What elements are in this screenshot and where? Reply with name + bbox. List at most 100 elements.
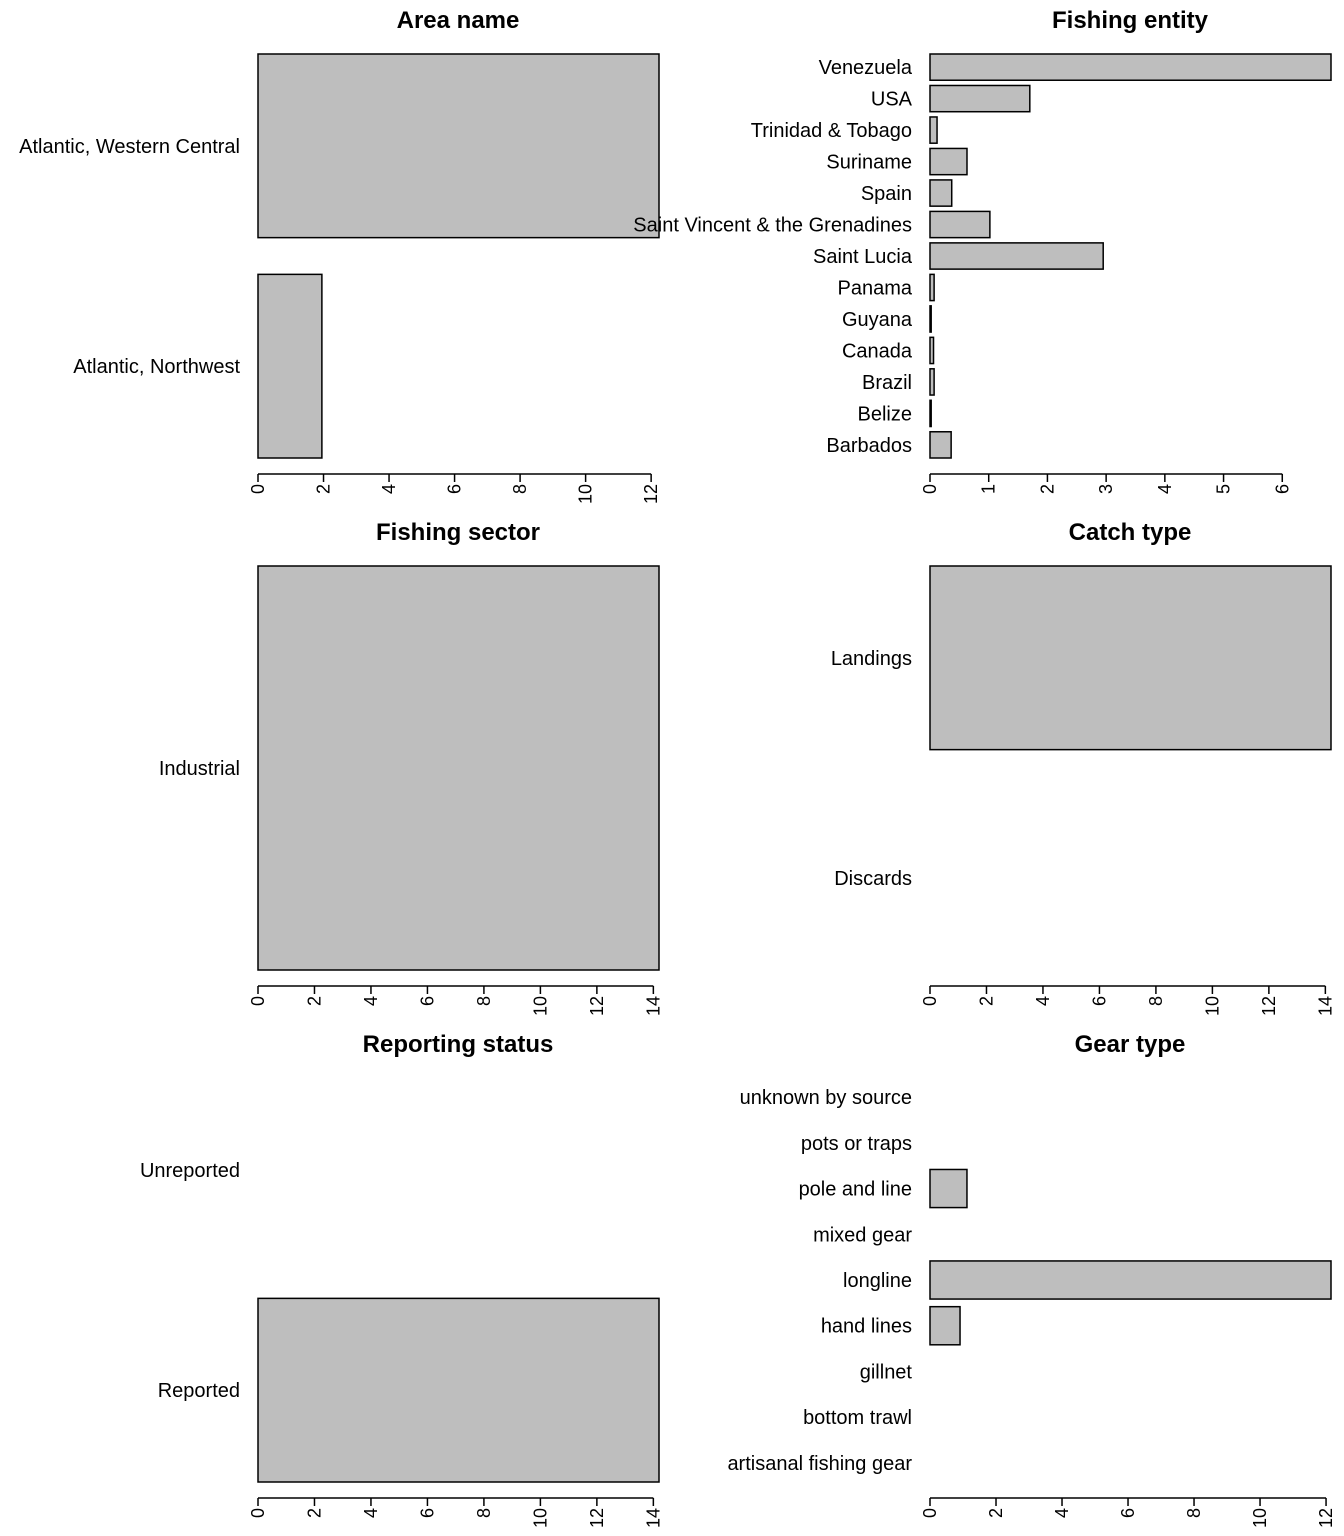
x-tick-label: 8 xyxy=(474,1508,494,1518)
x-tick-label: 2 xyxy=(304,996,324,1006)
x-tick-label: 0 xyxy=(248,484,268,494)
category-label: Belize xyxy=(858,403,912,425)
x-tick-label: 6 xyxy=(1118,1508,1138,1518)
x-tick-label: 8 xyxy=(510,484,530,494)
x-tick-label: 8 xyxy=(1184,1508,1204,1518)
category-label: Suriname xyxy=(826,152,912,174)
x-tick-label: 6 xyxy=(1272,484,1292,494)
chart-title: Area name xyxy=(397,7,520,34)
bar xyxy=(929,368,935,396)
category-label: USA xyxy=(871,89,913,111)
x-tick-label: 0 xyxy=(248,996,268,1006)
bar xyxy=(929,53,1332,81)
bar xyxy=(929,1260,1332,1300)
x-tick-label: 0 xyxy=(920,1508,940,1518)
category-label: Saint Lucia xyxy=(813,246,913,268)
category-label: bottom trawl xyxy=(803,1407,912,1429)
chart-title: Fishing entity xyxy=(1052,7,1209,34)
x-tick-label: 6 xyxy=(1089,996,1109,1006)
panel-fishing-sector: Fishing sector Industrial 0 2 4 6 8 10 12 14 xyxy=(159,519,664,1016)
bar xyxy=(929,179,953,207)
x-tick-label: 0 xyxy=(920,996,940,1006)
bar xyxy=(929,399,932,428)
x-tick-label: 14 xyxy=(643,996,663,1016)
category-label: Barbados xyxy=(826,435,912,457)
panel-fishing-entity: Fishing entity Venezuela USA Trinidad & Tob… xyxy=(633,7,1332,494)
x-tick-label: 12 xyxy=(587,996,607,1016)
x-tick-label: 5 xyxy=(1214,484,1234,494)
x-tick-label: 12 xyxy=(1316,1508,1336,1528)
category-label: longline xyxy=(843,1270,912,1292)
category-label: Guyana xyxy=(842,309,913,331)
x-tick-label: 4 xyxy=(1155,484,1175,494)
x-tick-label: 12 xyxy=(641,484,661,504)
x-tick-label: 6 xyxy=(445,484,465,494)
x-tick-label: 10 xyxy=(576,484,596,504)
category-label: Canada xyxy=(842,340,913,362)
x-tick-label: 6 xyxy=(417,1508,437,1518)
x-tick-label: 0 xyxy=(920,484,940,494)
category-label: Atlantic, Western Central xyxy=(19,136,240,158)
x-tick-label: 4 xyxy=(1033,996,1053,1006)
panel-gear-type: Gear type unknown by source pots or traps p… xyxy=(727,1031,1336,1528)
bar xyxy=(929,565,1332,751)
x-tick-label: 12 xyxy=(1259,996,1279,1016)
category-label: Reported xyxy=(158,1380,240,1402)
chart-title: Catch type xyxy=(1069,519,1192,546)
x-tick-label: 12 xyxy=(587,1508,607,1528)
category-label: Atlantic, Northwest xyxy=(73,356,240,378)
category-label: unknown by source xyxy=(740,1087,912,1109)
bar xyxy=(929,1305,961,1346)
chart-title: Reporting status xyxy=(363,1031,554,1058)
bar xyxy=(929,431,952,459)
category-label: Panama xyxy=(838,277,913,299)
bar xyxy=(257,565,660,971)
x-tick-label: 2 xyxy=(986,1508,1006,1518)
category-label: Industrial xyxy=(159,758,240,780)
bar xyxy=(929,273,935,302)
panel-catch-type: Catch type Landings Discards 0 2 4 6 8 10 12 14 xyxy=(831,519,1336,1016)
category-label: mixed gear xyxy=(813,1224,912,1246)
bar xyxy=(929,336,935,365)
x-tick-label: 6 xyxy=(417,996,437,1006)
category-label: Landings xyxy=(831,648,912,670)
x-tick-label: 2 xyxy=(976,996,996,1006)
x-tick-label: 0 xyxy=(248,1508,268,1518)
x-tick-label: 10 xyxy=(530,1508,550,1528)
bar xyxy=(257,273,323,459)
panel-reporting-status: Reporting status Unreported Reported 0 2 4 6 8 1… xyxy=(140,1031,663,1528)
category-label: Trinidad & Tobago xyxy=(751,120,912,142)
bar xyxy=(929,147,968,176)
bar xyxy=(257,1297,660,1483)
category-label: Brazil xyxy=(862,372,912,394)
x-tick-label: 8 xyxy=(1146,996,1166,1006)
x-tick-label: 4 xyxy=(361,996,381,1006)
category-label: artisanal fishing gear xyxy=(727,1453,912,1475)
x-tick-label: 1 xyxy=(979,484,999,494)
bar xyxy=(929,242,1104,270)
category-label: pole and line xyxy=(799,1179,912,1201)
category-label: Venezuela xyxy=(819,57,913,79)
x-tick-label: 4 xyxy=(1052,1508,1072,1518)
bar xyxy=(929,84,1031,113)
x-tick-label: 14 xyxy=(1315,996,1335,1016)
x-tick-label: 10 xyxy=(1202,996,1222,1016)
x-tick-label: 3 xyxy=(1096,484,1116,494)
x-tick-label: 2 xyxy=(304,1508,324,1518)
bar xyxy=(929,1168,968,1209)
x-tick-label: 10 xyxy=(1250,1508,1270,1528)
x-tick-label: 8 xyxy=(474,996,494,1006)
bar xyxy=(929,116,938,144)
category-label: Unreported xyxy=(140,1160,240,1182)
x-tick-label: 2 xyxy=(1037,484,1057,494)
category-label: Saint Vincent & the Grenadines xyxy=(633,215,912,237)
panel-area-name: Area name Atlantic, Western Central Atlant… xyxy=(19,7,661,504)
x-tick-label: 10 xyxy=(530,996,550,1016)
bar xyxy=(257,53,660,239)
x-tick-label: 2 xyxy=(314,484,334,494)
bar xyxy=(929,305,932,333)
bar xyxy=(929,210,991,239)
category-label: pots or traps xyxy=(801,1133,912,1155)
x-tick-label: 4 xyxy=(361,1508,381,1518)
